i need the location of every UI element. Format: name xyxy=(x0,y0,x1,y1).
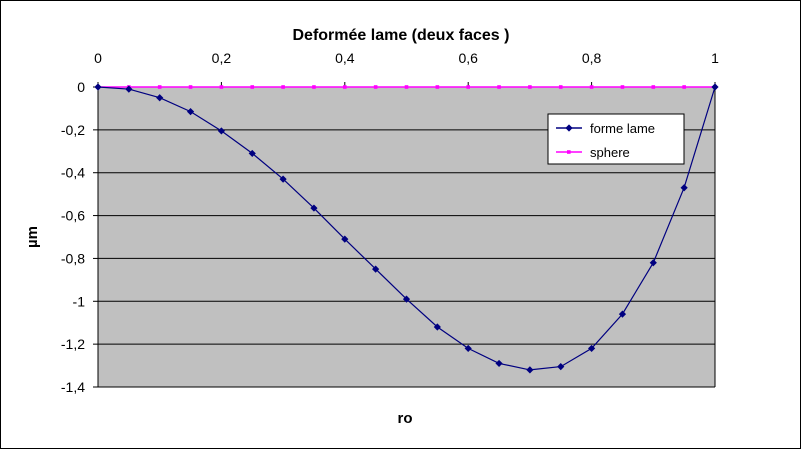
series-0-point-12 xyxy=(464,344,472,353)
plot-area: 0 -0,2 -0,4 -0,6 -0,8 -1 -1,2 -1,4 0 0,2 0,4 0,6 0,8… xyxy=(61,50,719,395)
series-0-point-15 xyxy=(557,363,565,371)
y-axis-label: µm xyxy=(24,226,41,248)
series-0-point-5 xyxy=(248,149,256,158)
series-0-point-9 xyxy=(372,265,380,273)
series-1-point-17 xyxy=(620,85,625,89)
legend-box xyxy=(547,113,685,165)
y-tick-label-1: -0,2 xyxy=(61,122,85,138)
chart-title: Deformée lame (deux faces ) xyxy=(293,27,510,44)
series-1-point-7 xyxy=(312,85,316,89)
series-0-point-11 xyxy=(433,323,441,331)
series-1-point-12 xyxy=(466,85,470,89)
x-tick-label-0: 0 xyxy=(94,50,102,66)
legend: forme lame sphere xyxy=(547,113,685,165)
series-0-point-18 xyxy=(649,259,657,267)
series-0-point-2 xyxy=(156,94,164,102)
series-1-point-9 xyxy=(373,85,378,89)
series-1-point-5 xyxy=(250,85,255,89)
series-1-point-8 xyxy=(343,85,347,89)
series-0-point-8 xyxy=(341,235,349,243)
series-1-point-16 xyxy=(589,85,594,89)
series-0-point-0 xyxy=(94,83,102,91)
series-1-point-10 xyxy=(404,85,409,89)
x-tick-label-3: 0,6 xyxy=(458,50,478,66)
series-0-point-1 xyxy=(125,85,133,93)
series-1-point-13 xyxy=(497,85,501,89)
y-tick-label-4: -0,8 xyxy=(61,250,85,266)
series-0-point-20 xyxy=(711,83,719,91)
series-1-point-3 xyxy=(188,85,193,89)
legend-marker-0 xyxy=(565,124,573,132)
series-0-point-16 xyxy=(588,344,596,353)
series-1-point-2 xyxy=(157,85,162,89)
y-tick-label-5: -1 xyxy=(73,293,86,309)
series-0-point-13 xyxy=(495,359,503,368)
series-1-point-19 xyxy=(682,85,686,89)
series-1-point-4 xyxy=(219,85,224,89)
x-axis-label: ro xyxy=(398,410,413,427)
y-tick-label-7: -1,4 xyxy=(61,379,85,395)
series-0-point-7 xyxy=(310,204,318,212)
series-1-point-18 xyxy=(651,85,656,89)
series-1-point-11 xyxy=(435,85,440,89)
y-tick-label-0: 0 xyxy=(77,79,85,95)
x-tick-label-5: 1 xyxy=(711,50,719,66)
series-1-point-6 xyxy=(281,85,285,89)
series-0-point-3 xyxy=(186,108,195,116)
x-tick-label-1: 0,2 xyxy=(212,50,232,66)
legend-marker-1 xyxy=(567,150,571,154)
series-0-point-19 xyxy=(680,184,688,192)
series-0-point-4 xyxy=(217,127,225,135)
series-0-point-6 xyxy=(279,175,287,183)
series-0-point-17 xyxy=(618,310,627,318)
x-tick-label-4: 0,8 xyxy=(582,50,602,66)
series-0-point-10 xyxy=(402,295,411,303)
legend-label-1: sphere xyxy=(590,145,630,160)
y-tick-label-3: -0,6 xyxy=(61,208,85,224)
series-1-point-15 xyxy=(558,85,563,89)
y-tick-label-6: -1,2 xyxy=(61,336,85,352)
y-tick-label-2: -0,4 xyxy=(61,165,85,181)
x-tick-label-2: 0,4 xyxy=(335,50,355,66)
series-0-point-14 xyxy=(526,366,534,374)
series-1-point-14 xyxy=(528,85,532,89)
legend-label-0: forme lame xyxy=(590,121,655,136)
